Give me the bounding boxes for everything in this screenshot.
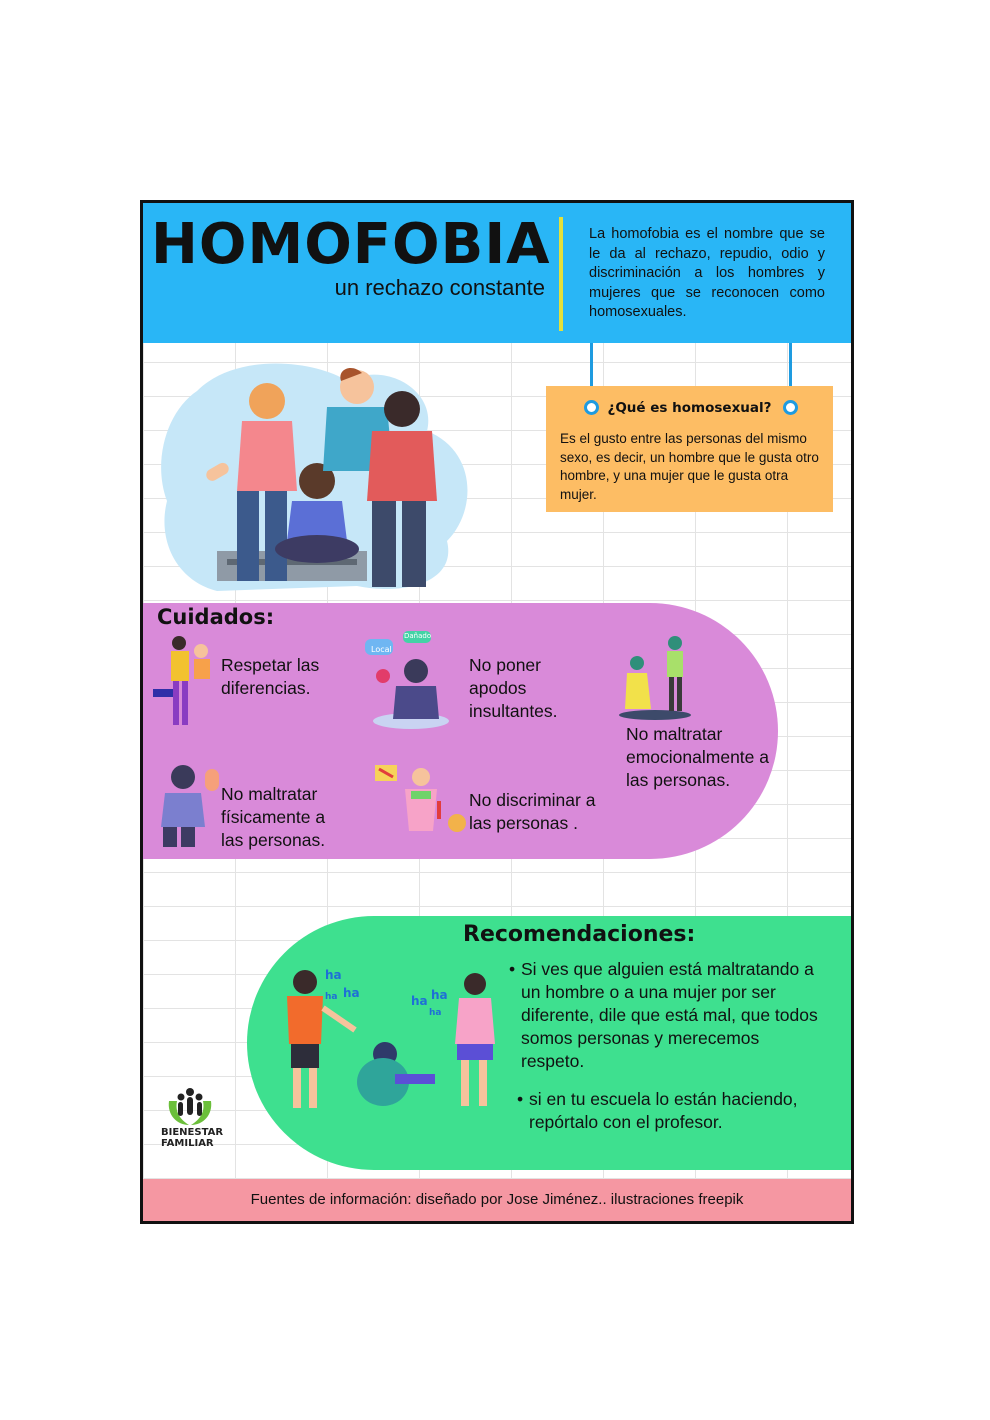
cuidados-section: Cuidados: Respetar las diferencias. Loca…: [143, 603, 778, 859]
page-title: HOMOFOBIA: [151, 212, 551, 277]
header-banner: HOMOFOBIA un rechazo constante La homofo…: [143, 203, 851, 343]
laugh-text-1: ha: [325, 968, 342, 982]
laugh-text-4: ha: [411, 994, 428, 1008]
laugh-text-5: ha: [431, 988, 448, 1002]
intro-text: La homofobia es el nombre que se le da a…: [589, 226, 825, 321]
insult-nicknames-icon: [365, 631, 449, 729]
nickname-bubble-local: Local: [371, 645, 392, 654]
recomendacion-bullet-2: si en tu escuela lo están haciendo, repó…: [529, 1089, 798, 1132]
diverse-people-icon: [153, 636, 210, 725]
definition-text: Es el gusto entre las personas del mismo…: [560, 431, 819, 502]
footer-credits: Fuentes de información: diseñado por Jos…: [250, 1191, 744, 1208]
laugh-text-6: ha: [429, 1008, 442, 1018]
nickname-bubble-danado: Dañado: [404, 632, 432, 640]
emotional-abuse-icon: [619, 636, 691, 720]
bullet-dot-1: •: [509, 959, 516, 979]
connector-dot-left: [584, 400, 599, 415]
bullying-group-illustration: [161, 363, 468, 591]
recomendacion-bullet-1: Si ves que alguien está maltratando a un…: [521, 959, 818, 1071]
bienestar-familiar-logo-text: BIENESTAR FAMILIAR: [161, 1127, 223, 1149]
connector-right: [789, 343, 792, 397]
recomendaciones-title: Recomendaciones:: [463, 922, 696, 947]
bullet-dot-2: •: [517, 1089, 524, 1109]
logo-line-1: BIENESTAR: [161, 1127, 224, 1138]
connector-left: [590, 343, 593, 397]
logo-line-2: FAMILIAR: [161, 1138, 214, 1149]
definition-title: ¿Qué es homosexual?: [607, 400, 772, 416]
connector-dot-right: [783, 400, 798, 415]
cuidado-item-fisico: No maltratar físicamente a las personas.: [221, 784, 326, 850]
infographic-poster: HOMOFOBIA un rechazo constante La homofo…: [140, 200, 854, 1224]
bienestar-familiar-logo-icon: [168, 1088, 212, 1125]
cuidado-item-respetar: Respetar las diferencias.: [221, 655, 320, 698]
recomendaciones-section: Recomendaciones: ha ha ha ha ha ha • Si …: [247, 916, 851, 1170]
physical-abuse-icon: [161, 765, 219, 847]
laugh-text-3: ha: [325, 992, 338, 1002]
page-subtitle: un rechazo constante: [334, 275, 545, 300]
discrimination-icon: [375, 765, 466, 832]
laugh-text-2: ha: [343, 986, 360, 1000]
cuidado-item-apodos: No poner apodos insultantes.: [469, 655, 558, 721]
footer-banner: Fuentes de información: diseñado por Jos…: [143, 1179, 851, 1221]
cuidado-item-discriminar: No discriminar a las personas .: [469, 790, 596, 833]
cuidados-title: Cuidados:: [157, 605, 275, 629]
bullying-laughing-illustration: [287, 970, 495, 1108]
header-divider: [559, 217, 563, 331]
cuidado-item-emocional: No maltratar emocionalmente a las person…: [626, 724, 769, 790]
